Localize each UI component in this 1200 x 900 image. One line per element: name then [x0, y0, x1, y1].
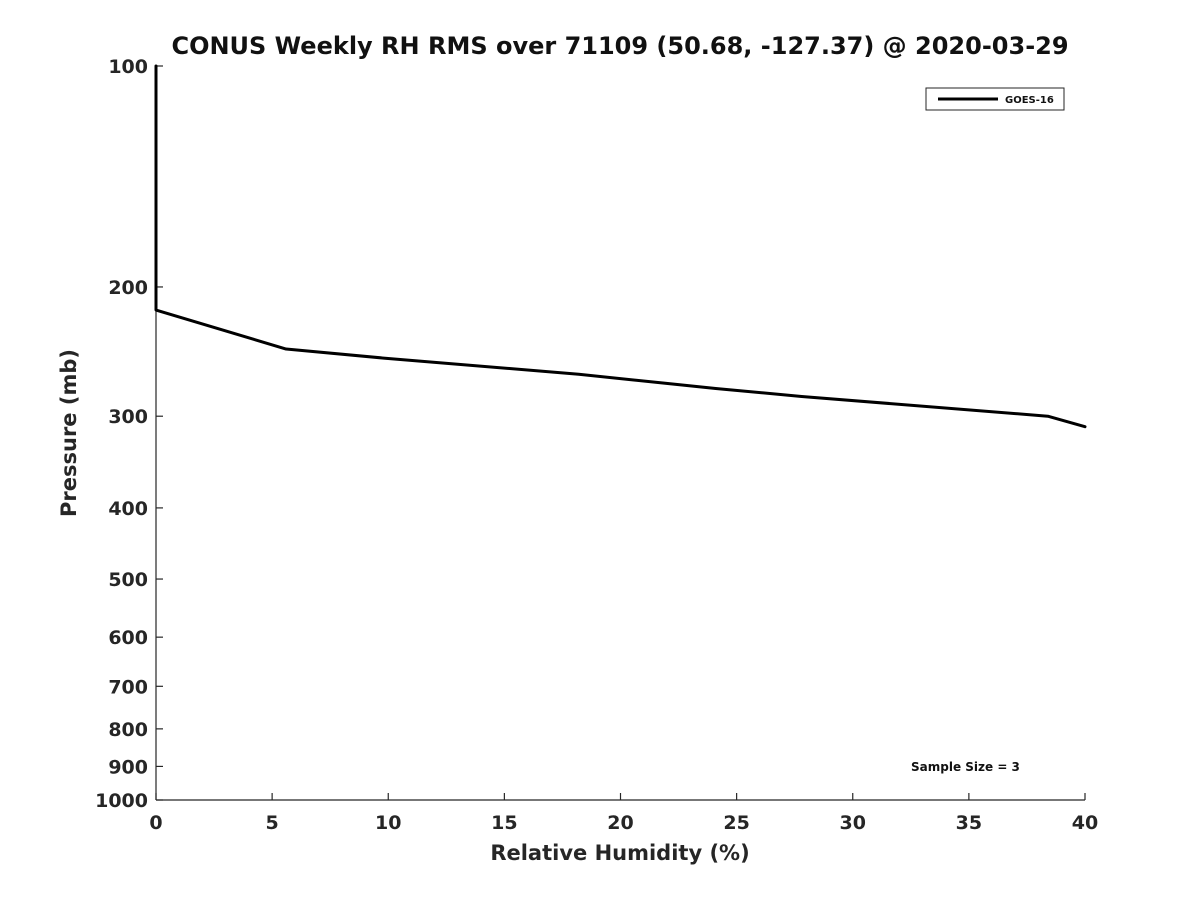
series-line-0 — [154, 64, 1087, 429]
y-tick-label: 700 — [108, 676, 148, 698]
y-tick-label: 600 — [108, 627, 148, 649]
y-tick-label: 900 — [108, 756, 148, 778]
series-layer — [154, 64, 1087, 429]
y-tick-label: 800 — [108, 719, 148, 741]
x-axis-label: Relative Humidity (%) — [490, 841, 749, 865]
x-tick-label: 10 — [375, 812, 401, 834]
plot-area — [155, 66, 1085, 801]
y-tick-label: 500 — [108, 569, 148, 591]
x-tick-label: 5 — [266, 812, 279, 834]
sample-size-annotation: Sample Size = 3 — [911, 760, 1020, 774]
x-tick-label: 35 — [956, 812, 982, 834]
x-tick-label: 40 — [1072, 812, 1098, 834]
x-tick-label: 25 — [723, 812, 749, 834]
legend-label-goes16: GOES-16 — [1005, 95, 1054, 106]
y-tick-label: 1000 — [95, 790, 148, 812]
legend: GOES-16 — [925, 87, 1065, 111]
y-tick-label: 400 — [108, 498, 148, 520]
y-tick-label: 200 — [108, 277, 148, 299]
x-tick-label: 30 — [840, 812, 866, 834]
x-axis-ticks: 0 5 10 15 20 25 30 35 40 — [149, 793, 1098, 834]
x-tick-label: 15 — [491, 812, 517, 834]
chart-title: CONUS Weekly RH RMS over 71109 (50.68, -… — [171, 32, 1068, 60]
y-tick-label: 300 — [108, 406, 148, 428]
y-axis-ticks: 100 200 300 400 500 600 700 800 900 1000 — [95, 56, 163, 812]
y-tick-label: 100 — [108, 56, 148, 78]
x-tick-label: 0 — [149, 812, 162, 834]
y-axis-label: Pressure (mb) — [57, 349, 81, 517]
x-tick-label: 20 — [607, 812, 633, 834]
